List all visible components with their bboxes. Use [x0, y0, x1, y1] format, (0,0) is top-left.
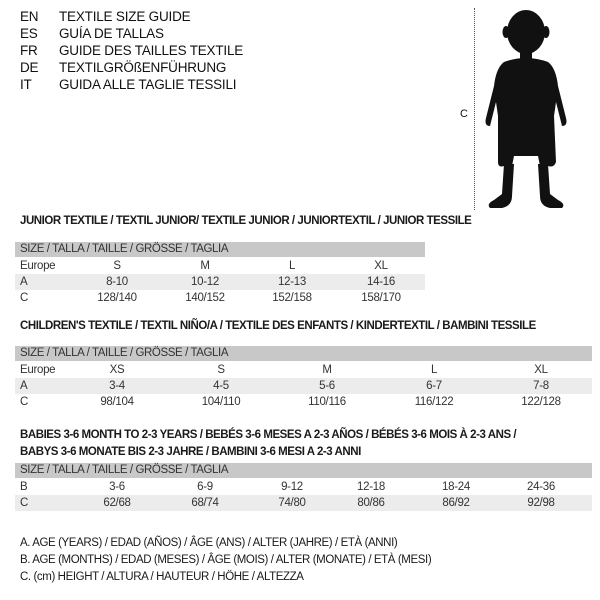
table-cell: L: [288, 260, 296, 272]
table-row: C 128/140 140/152 152/158 158/170: [15, 290, 425, 306]
language-title: GUÍA DE TALLAS: [59, 26, 164, 41]
table-cell: S: [113, 260, 121, 272]
table-cell: 12-13: [278, 276, 306, 288]
table-cell: 6-7: [426, 380, 442, 392]
table-row: Europe S M L XL: [15, 258, 425, 274]
language-code: FR: [20, 43, 38, 58]
table-cell: 12-18: [357, 481, 385, 493]
table-cell: XL: [374, 260, 388, 272]
table-title: CHILDREN'S TEXTILE / TEXTIL NIÑO/A / TEX…: [20, 320, 536, 332]
table-cell: M: [200, 260, 210, 272]
table-cell: 4-5: [213, 380, 229, 392]
table-cell: 158/170: [361, 292, 401, 304]
table-row: A 3-4 4-5 5-6 6-7 7-8: [15, 378, 592, 394]
table-cell: 14-16: [367, 276, 395, 288]
language-code: ES: [20, 26, 38, 41]
language-code: EN: [20, 9, 39, 24]
row-label: B: [20, 481, 28, 493]
table-row: C 62/68 68/74 74/80 80/86 86/92 92/98: [15, 495, 592, 511]
row-label: A: [20, 380, 28, 392]
language-code: IT: [20, 77, 32, 92]
table-cell: 68/74: [191, 497, 219, 509]
table-cell: 110/116: [308, 396, 346, 408]
table-cell: 3-4: [109, 380, 125, 392]
table-cell: 7-8: [533, 380, 549, 392]
legend-line: C. (cm) HEIGHT / ALTURA / HAUTEUR / HÖHE…: [20, 571, 304, 583]
table-cell: 74/80: [278, 497, 306, 509]
table-cell: XL: [534, 364, 548, 376]
table-cell: 6-9: [197, 481, 213, 493]
table-cell: L: [430, 364, 438, 376]
child-silhouette-icon: [485, 10, 567, 208]
table-cell: S: [217, 364, 225, 376]
row-label: Europe: [20, 364, 56, 376]
legend-line: B. AGE (MONTHS) / EDAD (MESES) / ÂGE (MO…: [20, 554, 432, 566]
table-cell: M: [322, 364, 332, 376]
size-header-bar: SIZE / TALLA / TAILLE / GRÖSSE / TAGLIA: [15, 346, 592, 361]
table-cell: 122/128: [521, 396, 561, 408]
language-title: TEXTILE SIZE GUIDE: [59, 9, 191, 24]
table-cell: 128/140: [97, 292, 137, 304]
language-title: GUIDE DES TAILLES TEXTILE: [59, 43, 244, 58]
size-header-bar: SIZE / TALLA / TAILLE / GRÖSSE / TAGLIA: [15, 242, 425, 257]
row-label: A: [20, 276, 28, 288]
table-title: JUNIOR TEXTILE / TEXTIL JUNIOR/ TEXTILE …: [20, 215, 472, 227]
table-cell: 104/110: [201, 396, 241, 408]
table-cell: 3-6: [109, 481, 125, 493]
table-title-line2: BABYS 3-6 MONATE BIS 2-3 JAHRE / BAMBINI…: [20, 446, 361, 458]
language-code: DE: [20, 60, 39, 75]
row-label: C: [20, 292, 29, 304]
table-cell: 152/158: [272, 292, 312, 304]
table-cell: 9-12: [281, 481, 303, 493]
table-cell: 5-6: [319, 380, 335, 392]
table-cell: XS: [109, 364, 125, 376]
row-label: Europe: [20, 260, 56, 272]
row-label: C: [20, 497, 29, 509]
table-row: A 8-10 10-12 12-13 14-16: [15, 274, 425, 290]
table-row: Europe XS S M L XL: [15, 362, 592, 378]
row-label: C: [20, 396, 29, 408]
table-cell: 86/92: [442, 497, 470, 509]
table-cell: 62/68: [103, 497, 131, 509]
legend-line: A. AGE (YEARS) / EDAD (AÑOS) / ÂGE (ANS)…: [20, 537, 398, 549]
table-cell: 92/98: [527, 497, 555, 509]
table-cell: 80/86: [357, 497, 385, 509]
table-cell: 140/152: [185, 292, 225, 304]
table-cell: 116/122: [414, 396, 454, 408]
table-row: B 3-6 6-9 9-12 12-18 18-24 24-36: [15, 479, 592, 495]
table-title: BABIES 3-6 MONTH TO 2-3 YEARS / BEBÉS 3-…: [20, 429, 517, 441]
table-cell: 24-36: [527, 481, 555, 493]
language-title: GUIDA ALLE TAGLIE TESSILI: [59, 77, 237, 92]
table-cell: 18-24: [442, 481, 470, 493]
table-cell: 98/104: [100, 396, 134, 408]
table-row: C 98/104 104/110 110/116 116/122 122/128: [15, 394, 592, 410]
height-measure-label: C: [460, 108, 468, 120]
language-title: TEXTILGRÖßENFÜHRUNG: [59, 60, 227, 75]
table-cell: 10-12: [191, 276, 219, 288]
size-header-bar: SIZE / TALLA / TAILLE / GRÖSSE / TAGLIA: [15, 463, 592, 478]
table-cell: 8-10: [106, 276, 128, 288]
height-measure-line: [474, 8, 475, 210]
